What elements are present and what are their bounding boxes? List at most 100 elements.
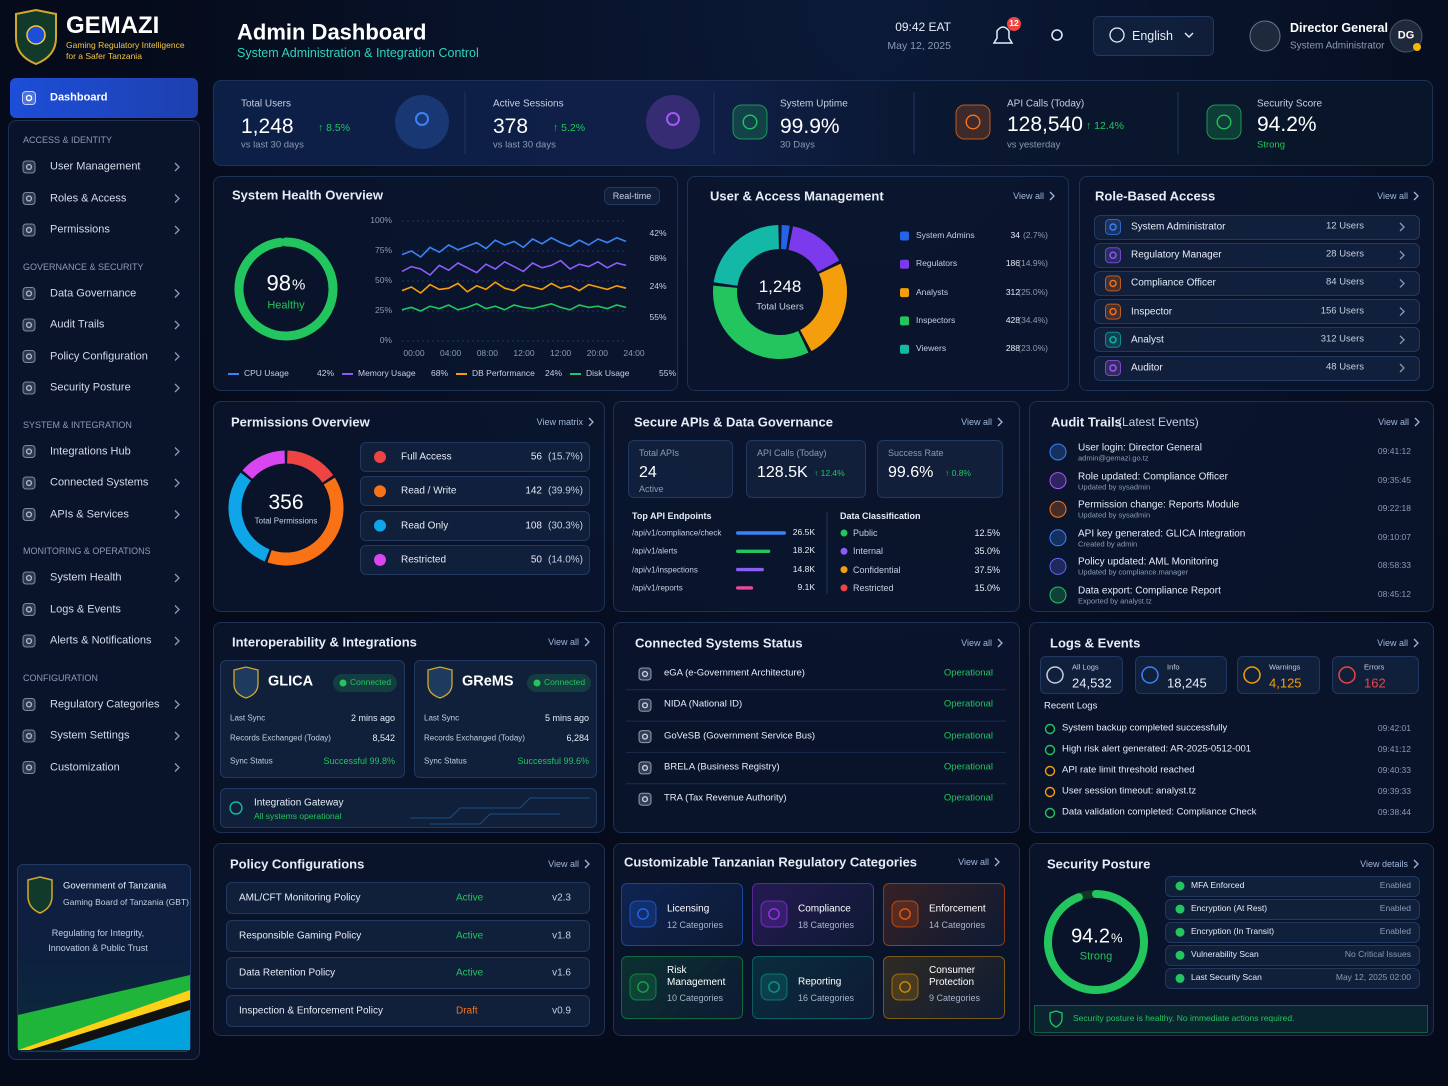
- class-name: Restricted: [853, 582, 894, 593]
- language-select[interactable]: [1093, 16, 1214, 56]
- role-icon: [1105, 303, 1121, 320]
- panel-link[interactable]: View all: [958, 856, 989, 867]
- policy-row[interactable]: [226, 957, 590, 990]
- category-tile[interactable]: [752, 883, 874, 946]
- y-tick-label: 50%: [374, 275, 392, 286]
- log-text: User session timeout: analyst.tz: [1062, 785, 1197, 797]
- role-row[interactable]: [1094, 299, 1420, 325]
- panel-link[interactable]: View all: [548, 858, 579, 869]
- panel-link[interactable]: View all: [961, 416, 992, 427]
- nav-item[interactable]: Policy Configuration: [50, 350, 148, 363]
- policy-version: v2.3: [552, 892, 571, 904]
- current-value: 24%: [649, 281, 667, 292]
- policy-row[interactable]: [226, 882, 590, 914]
- y-tick-label: 100%: [370, 215, 392, 226]
- role-name[interactable]: Inspector: [1131, 305, 1173, 317]
- role-name[interactable]: Regulatory Manager: [1131, 249, 1222, 261]
- panel-link[interactable]: View matrix: [536, 416, 583, 427]
- panel-link[interactable]: View all: [1378, 416, 1409, 427]
- panel-link[interactable]: View all: [1377, 637, 1408, 648]
- legend-count: 108: [525, 519, 542, 531]
- role-name[interactable]: Compliance Officer: [1131, 277, 1216, 289]
- nav-item[interactable]: Security Posture: [50, 381, 131, 394]
- panel-link[interactable]: View details: [1360, 858, 1408, 869]
- nav-item[interactable]: Dashboard: [50, 91, 108, 104]
- panel-link[interactable]: View all: [1377, 190, 1408, 201]
- category-tile[interactable]: [883, 883, 1005, 946]
- nav-icon: [22, 91, 36, 105]
- users_access-panel: [687, 176, 1069, 391]
- kpi-label: Total Users: [241, 98, 292, 110]
- nav-item[interactable]: Alerts & Notifications: [50, 634, 152, 647]
- role-row[interactable]: [1094, 242, 1420, 268]
- bar-value: 26.5K: [792, 527, 815, 538]
- role-row[interactable]: [1094, 214, 1420, 240]
- language[interactable]: English: [1132, 28, 1173, 43]
- nav-item[interactable]: APIs & Services: [50, 508, 129, 521]
- gauge-unit: %: [1111, 930, 1123, 946]
- security-footer: [1034, 1005, 1428, 1033]
- gauge-unit: %: [292, 276, 306, 294]
- check-row: [1165, 967, 1420, 989]
- bar: [736, 531, 786, 535]
- nav-active[interactable]: [10, 78, 198, 118]
- category-tile[interactable]: [621, 883, 743, 946]
- nav-item[interactable]: Logs & Events: [50, 603, 121, 616]
- category-tile[interactable]: [752, 956, 874, 1019]
- kpi-value: 99.9%: [780, 114, 840, 138]
- role-name[interactable]: Analyst: [1131, 334, 1164, 346]
- nav-item[interactable]: Regulatory Categories: [50, 698, 160, 711]
- category-tile[interactable]: [621, 956, 743, 1019]
- category-name[interactable]: Risk Management: [667, 965, 726, 988]
- role-row[interactable]: [1094, 355, 1420, 381]
- nav-item[interactable]: Data Governance: [50, 287, 137, 300]
- legend-value: 68%: [430, 368, 448, 379]
- category-count: 12 Categories: [667, 920, 724, 930]
- panel-link[interactable]: View all: [548, 636, 579, 647]
- nav-item[interactable]: System Settings: [50, 729, 130, 742]
- nav-item[interactable]: System Health: [50, 571, 122, 584]
- panel-link[interactable]: View all: [1013, 190, 1044, 201]
- category-name[interactable]: Licensing: [667, 903, 710, 915]
- gauge-arc: [1044, 890, 1148, 994]
- legend-label: Regulators: [916, 258, 958, 269]
- count-value: 18,245: [1167, 675, 1207, 691]
- role-name[interactable]: System Administrator: [1131, 221, 1226, 233]
- category-name[interactable]: Enforcement: [929, 903, 986, 915]
- category-tile[interactable]: [883, 956, 1005, 1019]
- nav-item[interactable]: Connected Systems: [50, 476, 149, 489]
- legend-swatch: [900, 231, 909, 241]
- kpi-note: vs last 30 days: [241, 139, 304, 151]
- donut-segment: [780, 225, 790, 250]
- count-label: Errors: [1364, 662, 1385, 672]
- bar-value: 18.2K: [792, 545, 815, 556]
- role-row[interactable]: [1094, 327, 1420, 353]
- section-title: Data Classification: [840, 510, 921, 521]
- role-row[interactable]: [1094, 270, 1420, 296]
- policy-row[interactable]: [226, 995, 590, 1028]
- policy-version: v0.9: [552, 1005, 571, 1017]
- stat-value: 128.5K: [757, 463, 808, 481]
- category-name[interactable]: Consumer Protection: [929, 965, 976, 988]
- log-text: API rate limit threshold reached: [1062, 764, 1195, 776]
- role-name[interactable]: Auditor: [1131, 362, 1163, 374]
- policy-row[interactable]: [226, 919, 590, 952]
- category-name[interactable]: Reporting: [798, 976, 842, 988]
- kpi-label: API Calls (Today): [1007, 98, 1085, 110]
- nav-item[interactable]: Integrations Hub: [50, 445, 131, 458]
- nav-item[interactable]: User Management: [50, 160, 141, 173]
- check-row: [1165, 898, 1420, 920]
- system-status: Operational: [943, 667, 993, 679]
- chevron: [1413, 638, 1419, 648]
- x-tick-label: 24:00: [623, 348, 645, 359]
- panel-link[interactable]: View all: [961, 637, 992, 648]
- nav-item[interactable]: Roles & Access: [50, 192, 127, 205]
- gauge-status: Strong: [1079, 950, 1113, 963]
- role-icon-glyph: [1109, 336, 1117, 344]
- category-name[interactable]: Compliance: [798, 903, 851, 915]
- nav-item[interactable]: Customization: [50, 761, 120, 774]
- nav-item[interactable]: Audit Trails: [50, 318, 105, 331]
- nav-item[interactable]: Permissions: [50, 223, 110, 236]
- y-tick-label: 25%: [374, 305, 392, 316]
- nav-icon: [22, 729, 36, 743]
